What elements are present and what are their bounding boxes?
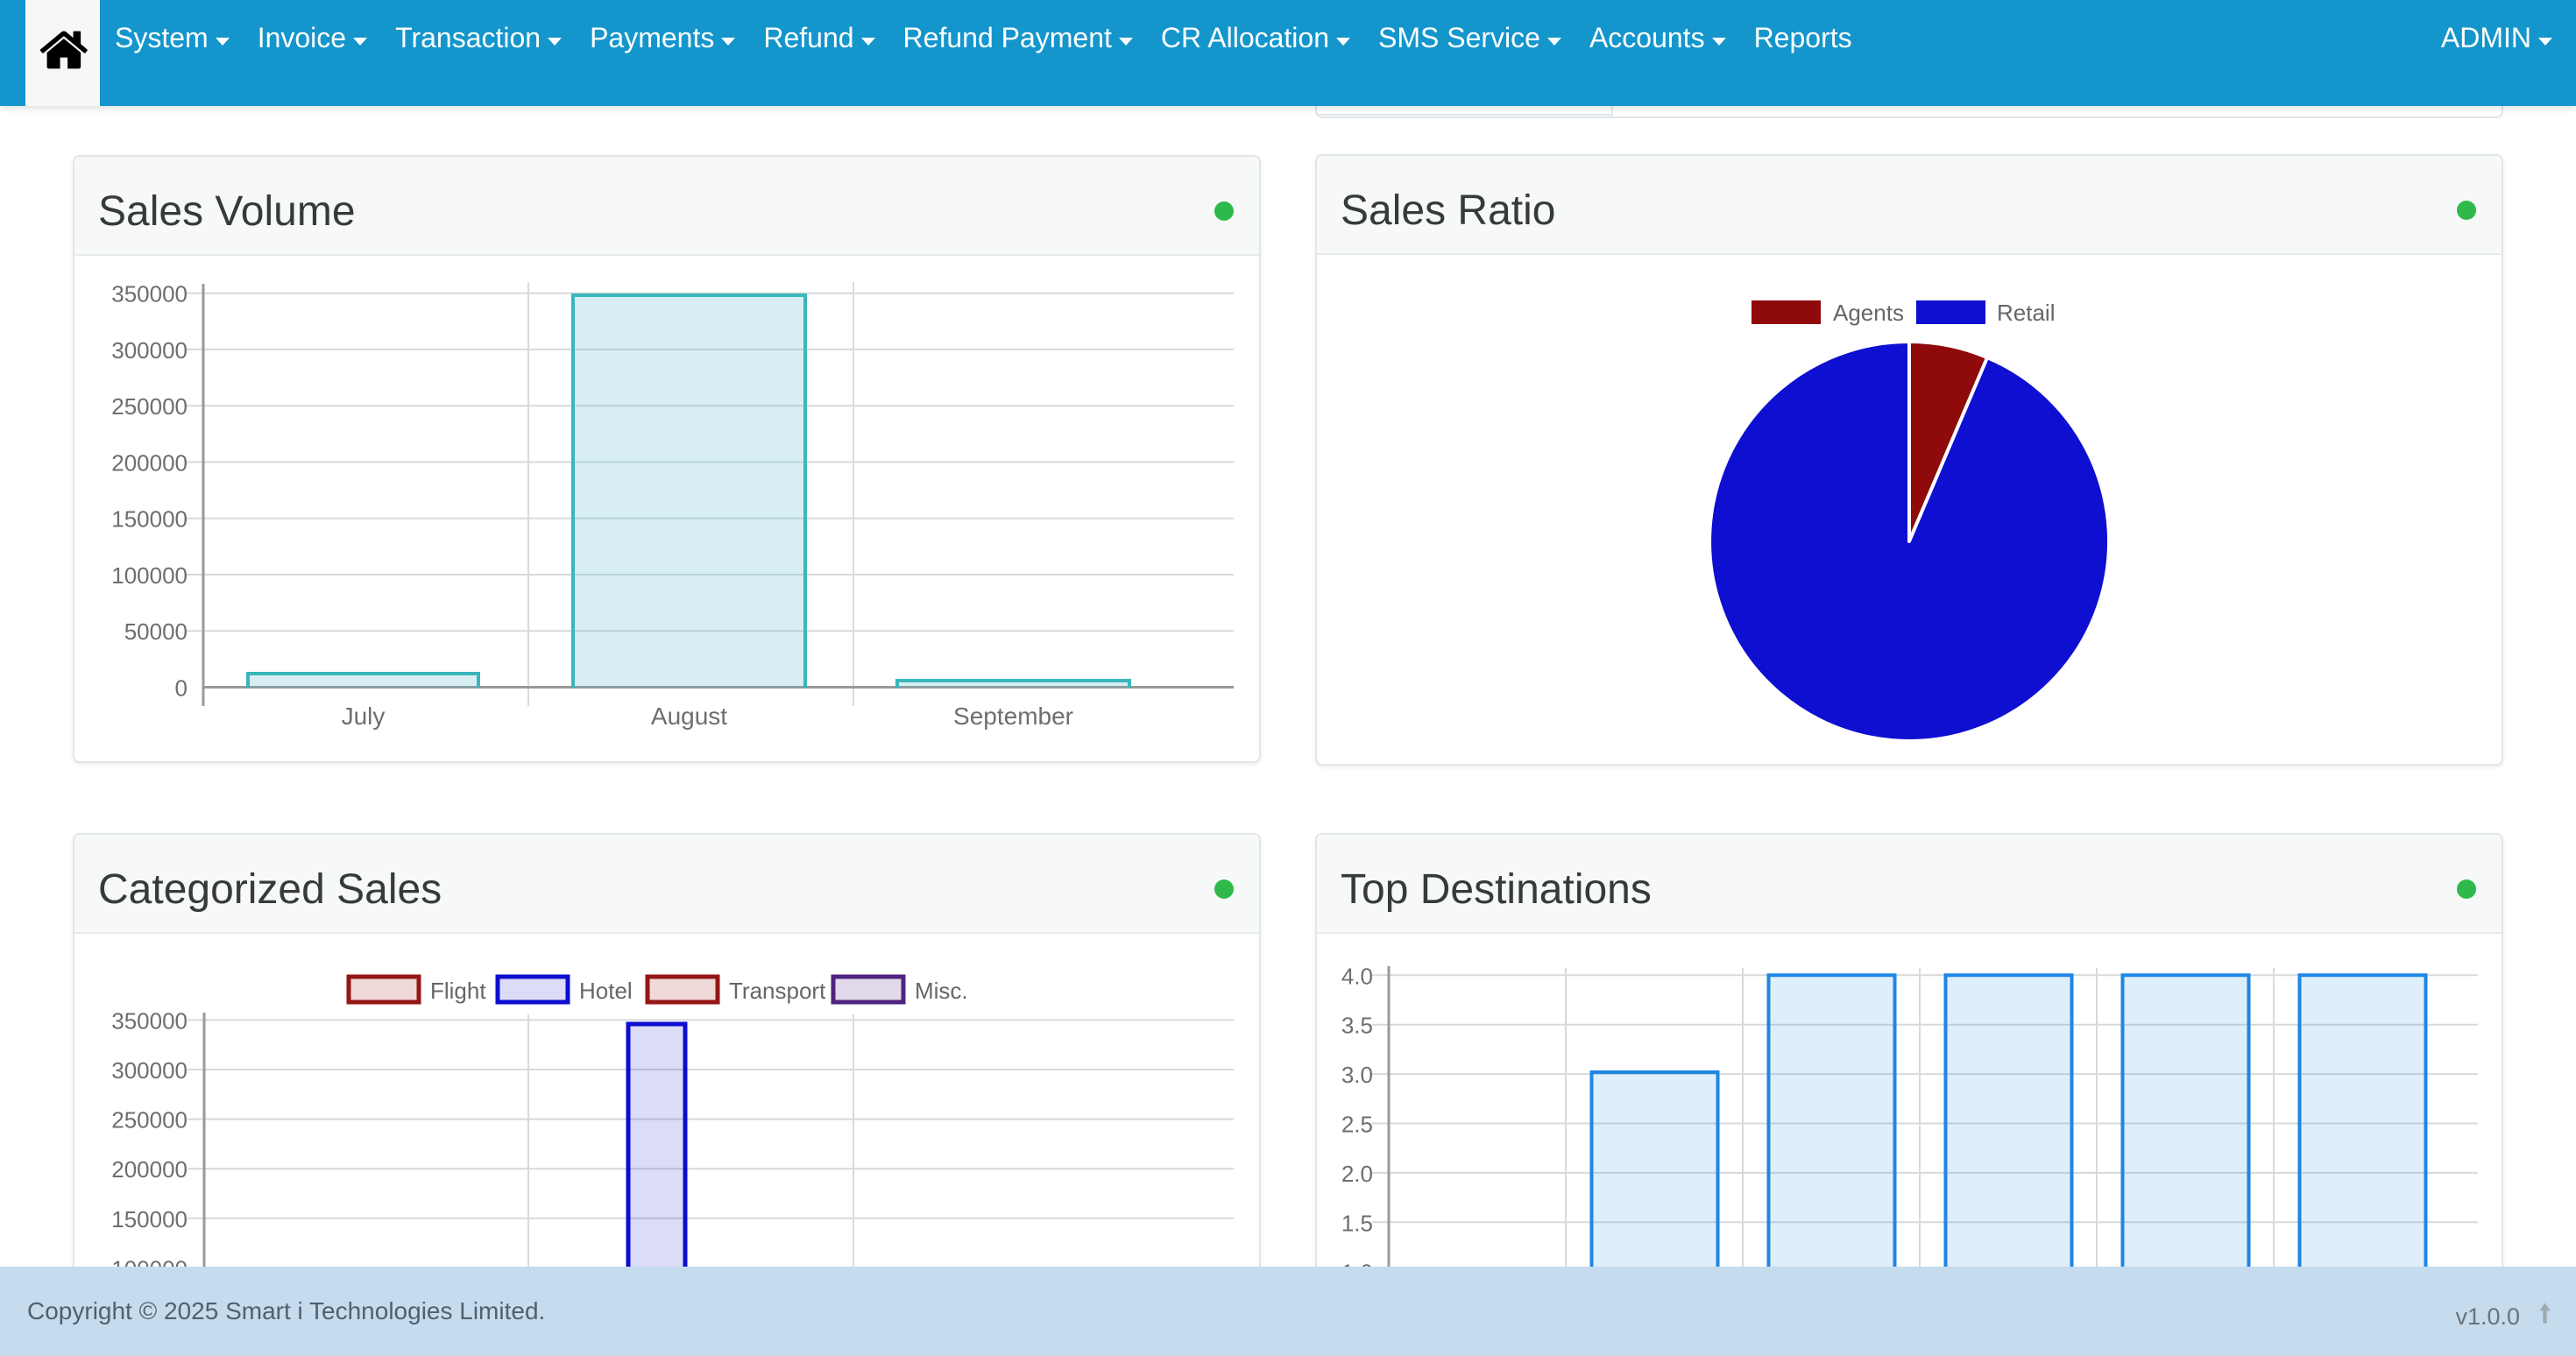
svg-text:2.5: 2.5: [1341, 1112, 1373, 1138]
svg-text:1.5: 1.5: [1341, 1210, 1373, 1236]
svg-text:Retail: Retail: [1997, 300, 2055, 326]
svg-text:350000: 350000: [111, 1007, 188, 1034]
svg-text:100000: 100000: [111, 1255, 188, 1267]
svg-text:4.0: 4.0: [1341, 963, 1373, 989]
svg-text:50000: 50000: [124, 618, 188, 645]
svg-text:350000: 350000: [111, 281, 188, 307]
svg-text:200000: 200000: [111, 450, 188, 477]
svg-text:250000: 250000: [111, 1107, 188, 1134]
svg-text:100000: 100000: [111, 562, 188, 589]
svg-text:September: September: [953, 703, 1073, 730]
svg-text:Hotel: Hotel: [579, 978, 633, 1004]
svg-text:August: August: [651, 703, 727, 730]
svg-text:300000: 300000: [111, 1057, 188, 1084]
svg-text:0: 0: [175, 675, 188, 702]
svg-text:3.5: 3.5: [1341, 1013, 1373, 1039]
svg-text:150000: 150000: [111, 1206, 188, 1232]
svg-text:Misc.: Misc.: [915, 978, 968, 1004]
svg-text:Agents: Agents: [1833, 300, 1904, 326]
svg-text:200000: 200000: [111, 1156, 188, 1183]
svg-text:250000: 250000: [111, 393, 188, 420]
svg-text:3.0: 3.0: [1341, 1062, 1373, 1088]
svg-text:150000: 150000: [111, 506, 188, 533]
svg-text:300000: 300000: [111, 337, 188, 364]
svg-text:Transport: Transport: [729, 978, 826, 1004]
svg-text:1.0: 1.0: [1341, 1260, 1373, 1267]
svg-text:Flight: Flight: [430, 978, 486, 1004]
svg-text:2.0: 2.0: [1341, 1161, 1373, 1187]
svg-text:July: July: [342, 703, 386, 730]
